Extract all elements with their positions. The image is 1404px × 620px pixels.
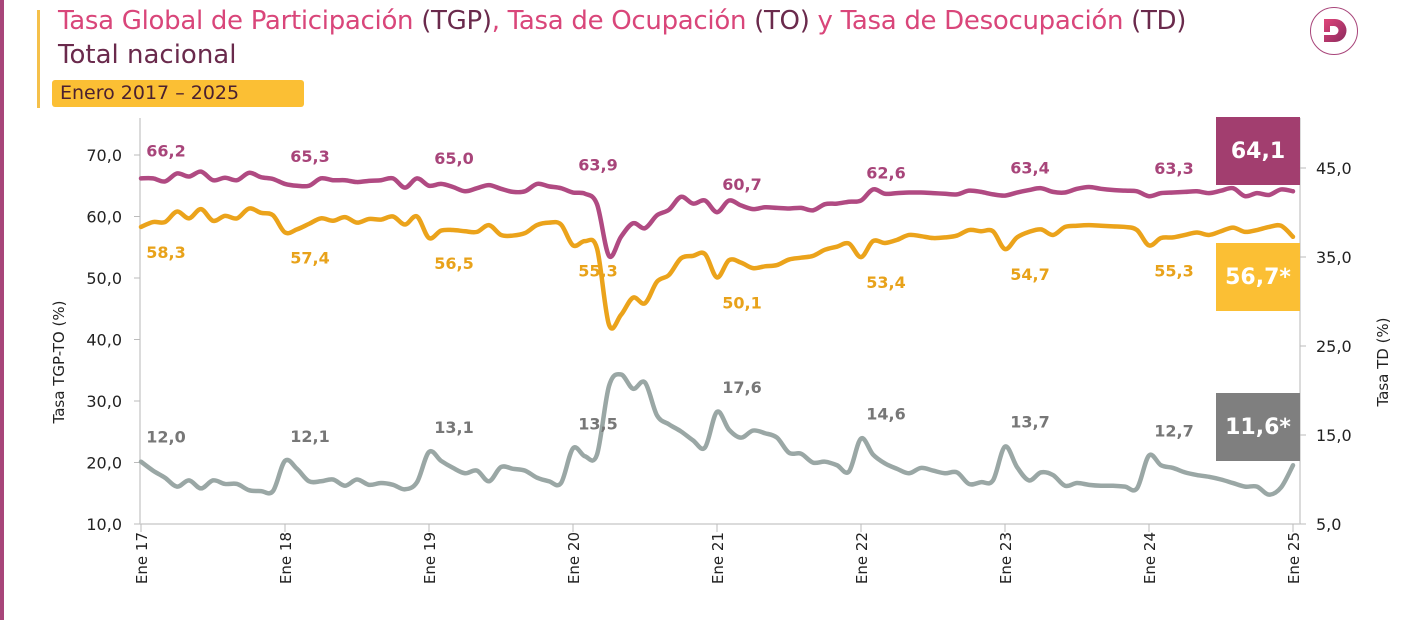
to-latest-value-box: 56,7*	[1216, 243, 1300, 311]
tgp-data-label: 63,3	[1154, 159, 1193, 178]
td-data-label: 13,1	[434, 418, 473, 437]
x-tick-label: Ene 20	[565, 532, 583, 584]
y-left-tick-label: 20,0	[86, 454, 122, 473]
td-data-label: 17,6	[722, 378, 761, 397]
dane-logo-icon	[1310, 7, 1358, 55]
tgp-data-label: 65,0	[434, 149, 473, 168]
td-data-label: 12,0	[146, 428, 185, 447]
x-tick-label: Ene 18	[277, 532, 295, 584]
y-right-tick-label: 35,0	[1316, 248, 1352, 267]
to-data-label: 50,1	[722, 293, 761, 312]
title-part: y Tasa de Desocupación	[809, 6, 1124, 36]
y-right-tick-label: 25,0	[1316, 337, 1352, 356]
to-data-label: 57,4	[290, 248, 329, 267]
title-part: (TGP)	[413, 6, 492, 36]
left-border-stripe	[0, 0, 4, 620]
td-data-label: 14,6	[866, 405, 905, 424]
tgp-data-label: 66,2	[146, 141, 185, 160]
chart-subtitle: Total nacional	[58, 40, 237, 70]
y-right-tick-label: 45,0	[1316, 159, 1352, 178]
title-part: (TD)	[1123, 6, 1187, 36]
to-data-label: 54,7	[1010, 265, 1049, 284]
y-left-tick-label: 10,0	[86, 515, 122, 534]
td-latest-value-box: 11,6*	[1216, 393, 1300, 461]
tgp-series-line	[138, 169, 1296, 260]
x-tick-label: Ene 23	[997, 532, 1015, 584]
td-data-label: 13,7	[1010, 413, 1049, 432]
x-tick-label: Ene 25	[1285, 532, 1303, 584]
y-left-tick-label: 50,0	[86, 269, 122, 288]
tgp-data-label: 65,3	[290, 147, 329, 166]
to-data-label: 56,5	[434, 254, 473, 273]
y-left-tick-label: 70,0	[86, 146, 122, 165]
tgp-data-label: 63,9	[578, 156, 617, 175]
x-tick-label: Ene 24	[1141, 532, 1159, 584]
to-data-label: 58,3	[146, 243, 185, 262]
tgp-latest-value-box: 64,1	[1216, 117, 1300, 185]
tgp-data-label: 60,7	[722, 175, 761, 194]
to-series-line	[138, 206, 1296, 331]
y-right-tick-label: 15,0	[1316, 426, 1352, 445]
y-right-axis-title: Tasa TD (%)	[1374, 317, 1392, 407]
chart-title: Tasa Global de Participación (TGP), Tasa…	[58, 6, 1186, 36]
x-tick-label: Ene 19	[421, 532, 439, 584]
to-data-label: 55,3	[578, 261, 617, 280]
title-accent-bar	[37, 10, 40, 108]
y-left-tick-label: 60,0	[86, 208, 122, 227]
x-tick-label: Ene 21	[709, 532, 727, 584]
title-part: Tasa Global de Participación	[58, 6, 414, 36]
td-data-label: 12,1	[290, 427, 329, 446]
x-tick-label: Ene 22	[853, 532, 871, 584]
tgp-data-label: 63,4	[1010, 159, 1049, 178]
title-part: , Tasa de Ocupación	[491, 6, 747, 36]
to-data-label: 53,4	[866, 273, 905, 292]
y-left-tick-label: 40,0	[86, 331, 122, 350]
period-badge: Enero 2017 – 2025	[52, 80, 304, 107]
to-data-label: 55,3	[1154, 261, 1193, 280]
y-right-tick-label: 5,0	[1316, 515, 1341, 534]
y-left-axis-title: Tasa TGP-TO (%)	[50, 301, 68, 425]
td-data-label: 13,5	[578, 414, 617, 433]
x-tick-label: Ene 17	[133, 532, 151, 584]
tgp-data-label: 62,6	[866, 164, 905, 183]
td-data-label: 12,7	[1154, 421, 1193, 440]
td-series-line	[138, 371, 1296, 497]
title-part: (TO)	[746, 6, 810, 36]
y-left-tick-label: 30,0	[86, 392, 122, 411]
